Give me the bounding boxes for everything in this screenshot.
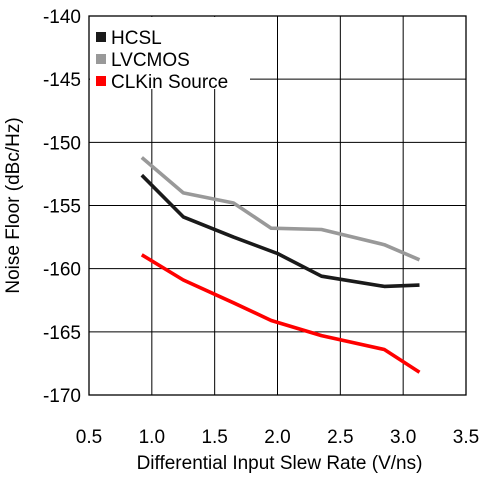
legend-background	[90, 17, 250, 89]
tick-labels: 0.5 1.0 1.5 2.0 2.5 3.0 3.5 -140 -145 -150 -155 -16…	[43, 7, 479, 448]
legend-label-clkin-source: CLKin Source	[111, 72, 228, 93]
y-tick-label: -165	[43, 323, 81, 344]
series-line-clkin-source	[140, 253, 421, 374]
legend-swatch-clkin-source	[96, 76, 106, 86]
series-line-hcsl	[140, 173, 420, 289]
y-tick-label: -155	[43, 197, 81, 218]
x-tick-label: 2.0	[264, 427, 290, 448]
x-tick-label: 1.0	[139, 427, 165, 448]
legend-label-lvcmos: LVCMOS	[111, 50, 190, 71]
legend-swatch-hcsl	[96, 32, 106, 42]
y-tick-label: -140	[43, 7, 81, 28]
legend-label-hcsl: HCSL	[111, 28, 162, 49]
x-axis-label: Differential Input Slew Rate (V/ns)	[137, 453, 423, 474]
y-tick-label: -160	[43, 260, 81, 281]
y-tick-label: -145	[43, 70, 81, 91]
x-tick-label: 2.5	[327, 427, 353, 448]
y-axis-label: Noise Floor (dBc/Hz)	[3, 117, 24, 293]
x-tick-label: 3.0	[390, 427, 416, 448]
y-tick-label: -150	[43, 133, 81, 154]
data-series	[140, 156, 421, 374]
x-tick-label: 0.5	[76, 427, 102, 448]
series-line-lvcmos	[140, 156, 421, 262]
x-tick-label: 1.5	[201, 427, 227, 448]
legend-swatch-lvcmos	[96, 54, 106, 64]
y-tick-label: -170	[43, 386, 81, 407]
plot-frame	[88, 15, 467, 396]
x-tick-label: 3.5	[453, 427, 479, 448]
